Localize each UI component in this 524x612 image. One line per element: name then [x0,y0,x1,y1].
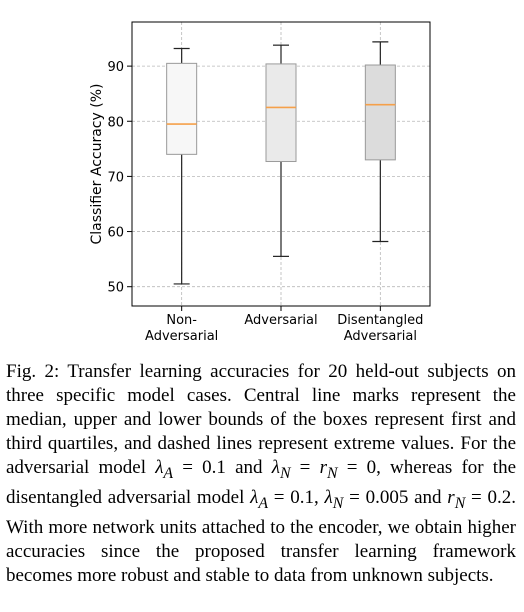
caption-sub: N [279,464,291,482]
caption-lambda: λ [250,486,259,508]
caption-sub: A [258,494,269,512]
caption-lambda: λ [271,457,280,478]
caption-text-7: = 0.2. With more network units attached … [6,486,517,586]
x-tick-label-line: Adversarial [145,329,218,344]
caption-text-6: = 0.005 and [343,486,448,508]
y-axis-label: Classifier Accuracy (%) [89,84,105,245]
caption-text-4: = 0, whereas for the disentangled advers… [6,457,516,508]
box-iqr [166,62,198,155]
x-tick-label: Disentangled Adversarial [337,313,423,344]
caption-text-1: Transfer learning accuracies for 20 held… [6,361,517,478]
box-iqr [364,64,396,161]
y-tick-label: 80 [107,115,124,130]
caption-label: Fig. 2: [6,361,60,382]
caption-lambda: λ [155,457,164,478]
caption-r: r [447,486,455,508]
x-tick-label-line: Non- [166,313,197,328]
figure-caption: Fig. 2: Transfer learning accuracies for… [6,360,516,588]
caption-text-2: = 0.1 and [173,457,272,478]
caption-sub: A [163,464,174,482]
y-tick-label: 60 [107,226,124,241]
y-tick-label: 90 [107,60,124,75]
x-tick-label-line: Disentangled [337,313,423,328]
caption-sub: N [326,464,338,482]
caption-sub: N [332,494,344,512]
x-tick-label-line: Adversarial [244,313,317,328]
caption-text-5: = 0.1, [268,486,325,508]
caption-lambda: λ [324,486,333,508]
x-tick-label: Non-Adversarial [145,313,218,344]
y-tick-label: 70 [107,170,124,185]
caption-text-3: = [290,457,320,478]
caption-r: r [319,457,327,478]
y-tick-label: 50 [107,281,124,296]
x-tick-label-line: Adversarial [344,329,417,344]
x-tick-label: Adversarial [244,313,317,328]
caption-sub: N [454,494,466,512]
box-plot-figure: 50 60 70 80 90 Non-Adversarial Adversarial Dise… [89,21,431,344]
box-iqr [265,63,297,163]
